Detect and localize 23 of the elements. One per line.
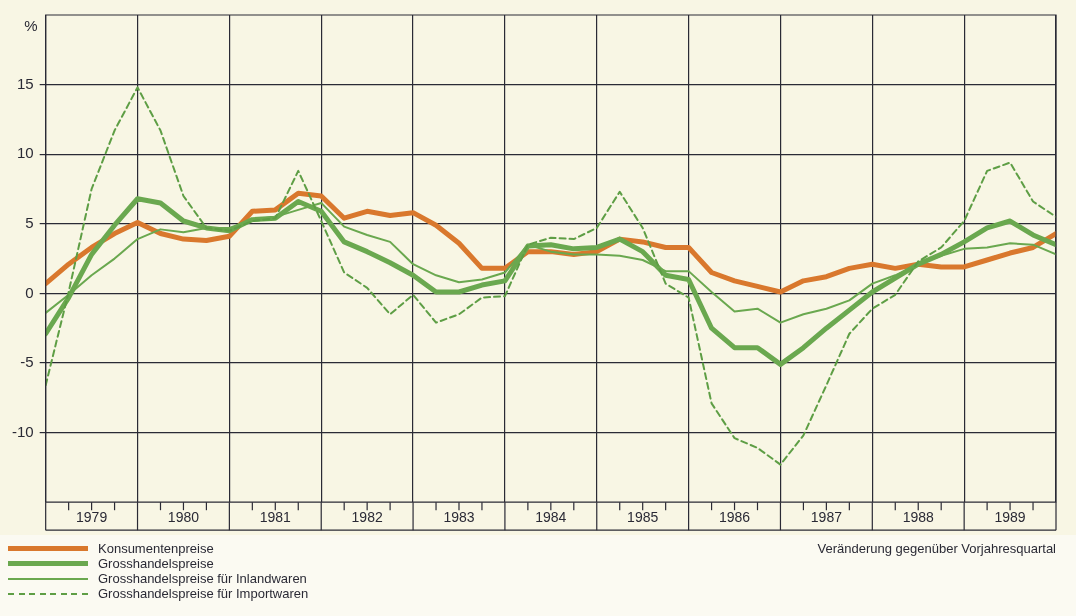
legend-label: Grosshandelspreise für Importwaren [98, 586, 309, 601]
text: Veränderung gegenüber Vorjahresquartal [817, 541, 1056, 556]
y-axis-title: % [24, 16, 38, 34]
x-tick-label: 1984 [535, 509, 567, 526]
x-tick-label: 1986 [718, 509, 751, 526]
x-tick-label: 1979 [76, 509, 108, 526]
x-tick-label: 1987 [810, 509, 843, 526]
y-tick-label: 5 [25, 213, 34, 231]
x-tick-label: 1980 [167, 509, 200, 526]
y-tick-label: -10 [11, 422, 34, 440]
x-tick-label: 1989 [994, 509, 1026, 526]
y-tick-label: 0 [25, 283, 34, 301]
x-tick-label: 1985 [627, 509, 659, 526]
y-tick-label: 10 [16, 144, 34, 162]
x-tick-label: 1981 [259, 509, 292, 526]
y-tick-label: 15 [16, 74, 34, 92]
x-tick-label: 1988 [902, 509, 935, 526]
y-tick-label: -5 [20, 353, 34, 371]
legend-label: Grosshandelspreise für Inlandwaren [98, 571, 307, 586]
x-tick-label: 1983 [443, 509, 475, 526]
legend-label: Konsumentenpreise [98, 541, 214, 556]
x-tick-label: 1982 [351, 509, 383, 526]
legend-label: Grosshandelspreise [98, 556, 214, 571]
